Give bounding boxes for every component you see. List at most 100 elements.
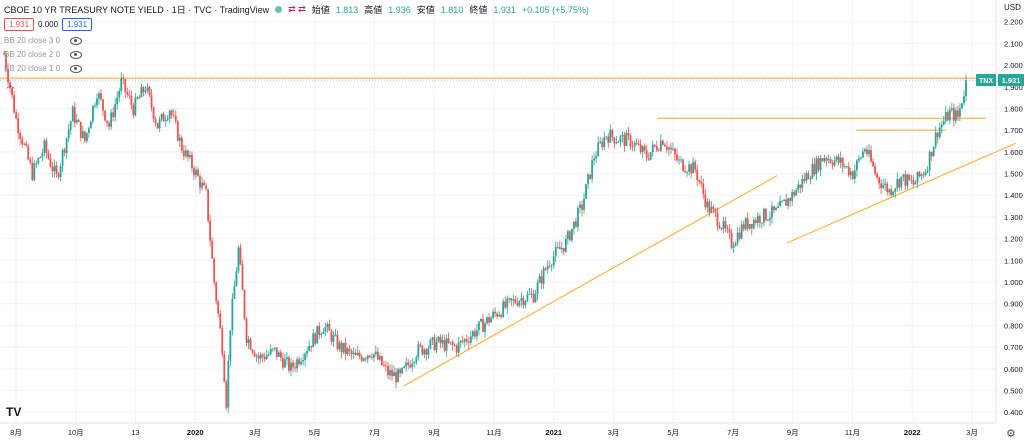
x-tick-label: 2021 [545,428,562,437]
candle-body [445,338,448,351]
candle-body [330,331,333,342]
candle-body [904,174,907,186]
candle-body [540,276,543,284]
candle-body [106,120,108,124]
candle-body [579,204,581,209]
x-tick-label: 3月 [608,428,620,437]
candle-body [3,54,5,56]
candle-body [189,154,191,158]
candle-body [146,87,149,91]
candle-body [819,158,822,171]
gear-icon[interactable]: ⚙ [1006,428,1016,440]
candle-body [613,137,616,144]
candle-body [126,92,129,95]
candle-body [269,348,272,354]
candle-body [57,174,60,177]
candle-body [771,206,773,218]
x-tick-label: 7月 [727,428,739,437]
candle-body [490,317,492,323]
y-tick-label: 1.600 [1004,148,1023,157]
candle-body [162,113,165,122]
indicator-row[interactable]: BB 20 close 1 0 [4,64,83,73]
candle-body [102,99,104,111]
candle-body [930,151,933,157]
y-tick-label: 2.100 [1004,39,1023,48]
chevron-up-icon[interactable]: ︿ [6,80,16,90]
y-tick-label: 1.100 [1004,256,1023,265]
candle-body [257,355,260,359]
candle-body [696,169,699,181]
candle-body [187,150,189,158]
candle-body [526,294,529,301]
indicator-row[interactable]: BB 20 close 2 0 [4,50,83,59]
eye-icon[interactable] [70,50,83,59]
last-price-symbol-badge [976,74,996,87]
candle-body [702,183,705,195]
sell-price-box[interactable]: 1.931 [4,18,35,31]
chart-header: CBOE 10 YR TREASURY NOTE YIELD · 1日 · TV… [4,3,589,16]
candle-body [395,372,397,383]
candle-body [263,356,266,360]
x-tick-label: 8月 [10,428,22,437]
candle-body [71,106,74,122]
candle-body [286,357,288,360]
candle-body [607,136,610,143]
compare-icon[interactable]: ⇄ ⇄ [288,4,306,14]
symbol-title[interactable]: CBOE 10 YR TREASURY NOTE YIELD · 1日 · TV… [4,5,270,15]
candle-body [866,149,868,155]
candle-body [601,141,604,148]
candle-body [334,334,337,336]
candle-body [67,129,70,139]
candle-body [645,150,648,159]
candle-body [595,156,598,159]
eye-icon[interactable] [70,36,83,45]
candle-body [11,88,13,96]
candle-body [740,224,743,239]
candle-body [53,165,56,172]
candle-body [439,336,442,344]
candle-body [670,147,672,150]
candle-body [294,367,296,369]
candle-body [647,158,650,160]
candle-body [843,166,846,168]
candle-body [583,198,585,210]
tradingview-logo[interactable]: TV [6,405,22,419]
market-status-icon [275,6,283,13]
candle-body [833,160,836,166]
candle-body [837,156,840,163]
x-tick-label: 7月 [369,428,381,437]
candle-body [316,325,319,344]
candle-body [835,156,838,161]
candle-body [965,79,967,97]
candle-body [457,342,460,353]
currency-label[interactable]: USD [1004,3,1021,12]
candle-body [845,166,848,168]
y-tick-label: 1.500 [1004,170,1023,179]
candle-body [504,301,507,308]
candle-body [872,161,874,167]
candle-body [488,317,490,323]
candle-body [655,146,658,151]
candle-body [423,349,426,355]
candle-body [530,293,533,295]
indicator-row[interactable]: BB 20 close 3 0 [4,36,83,45]
candle-body [603,137,606,148]
candle-body [512,299,515,301]
candle-body [587,174,589,185]
candle-body [473,331,476,337]
candle-body [205,185,208,190]
candle-body [277,352,280,357]
last-price-value: 1.931 [1002,76,1021,85]
candle-body [920,174,923,177]
candle-body [900,176,903,188]
y-tick-label: 1.700 [1004,126,1023,135]
candle-body [706,201,709,208]
candle-body [379,356,381,360]
y-tick-label: 0.700 [1004,343,1023,352]
eye-icon[interactable] [70,64,83,73]
candle-body [591,160,594,179]
candle-body [500,314,503,317]
buy-price-box[interactable]: 1.931 [62,18,93,31]
candle-body [241,264,244,291]
